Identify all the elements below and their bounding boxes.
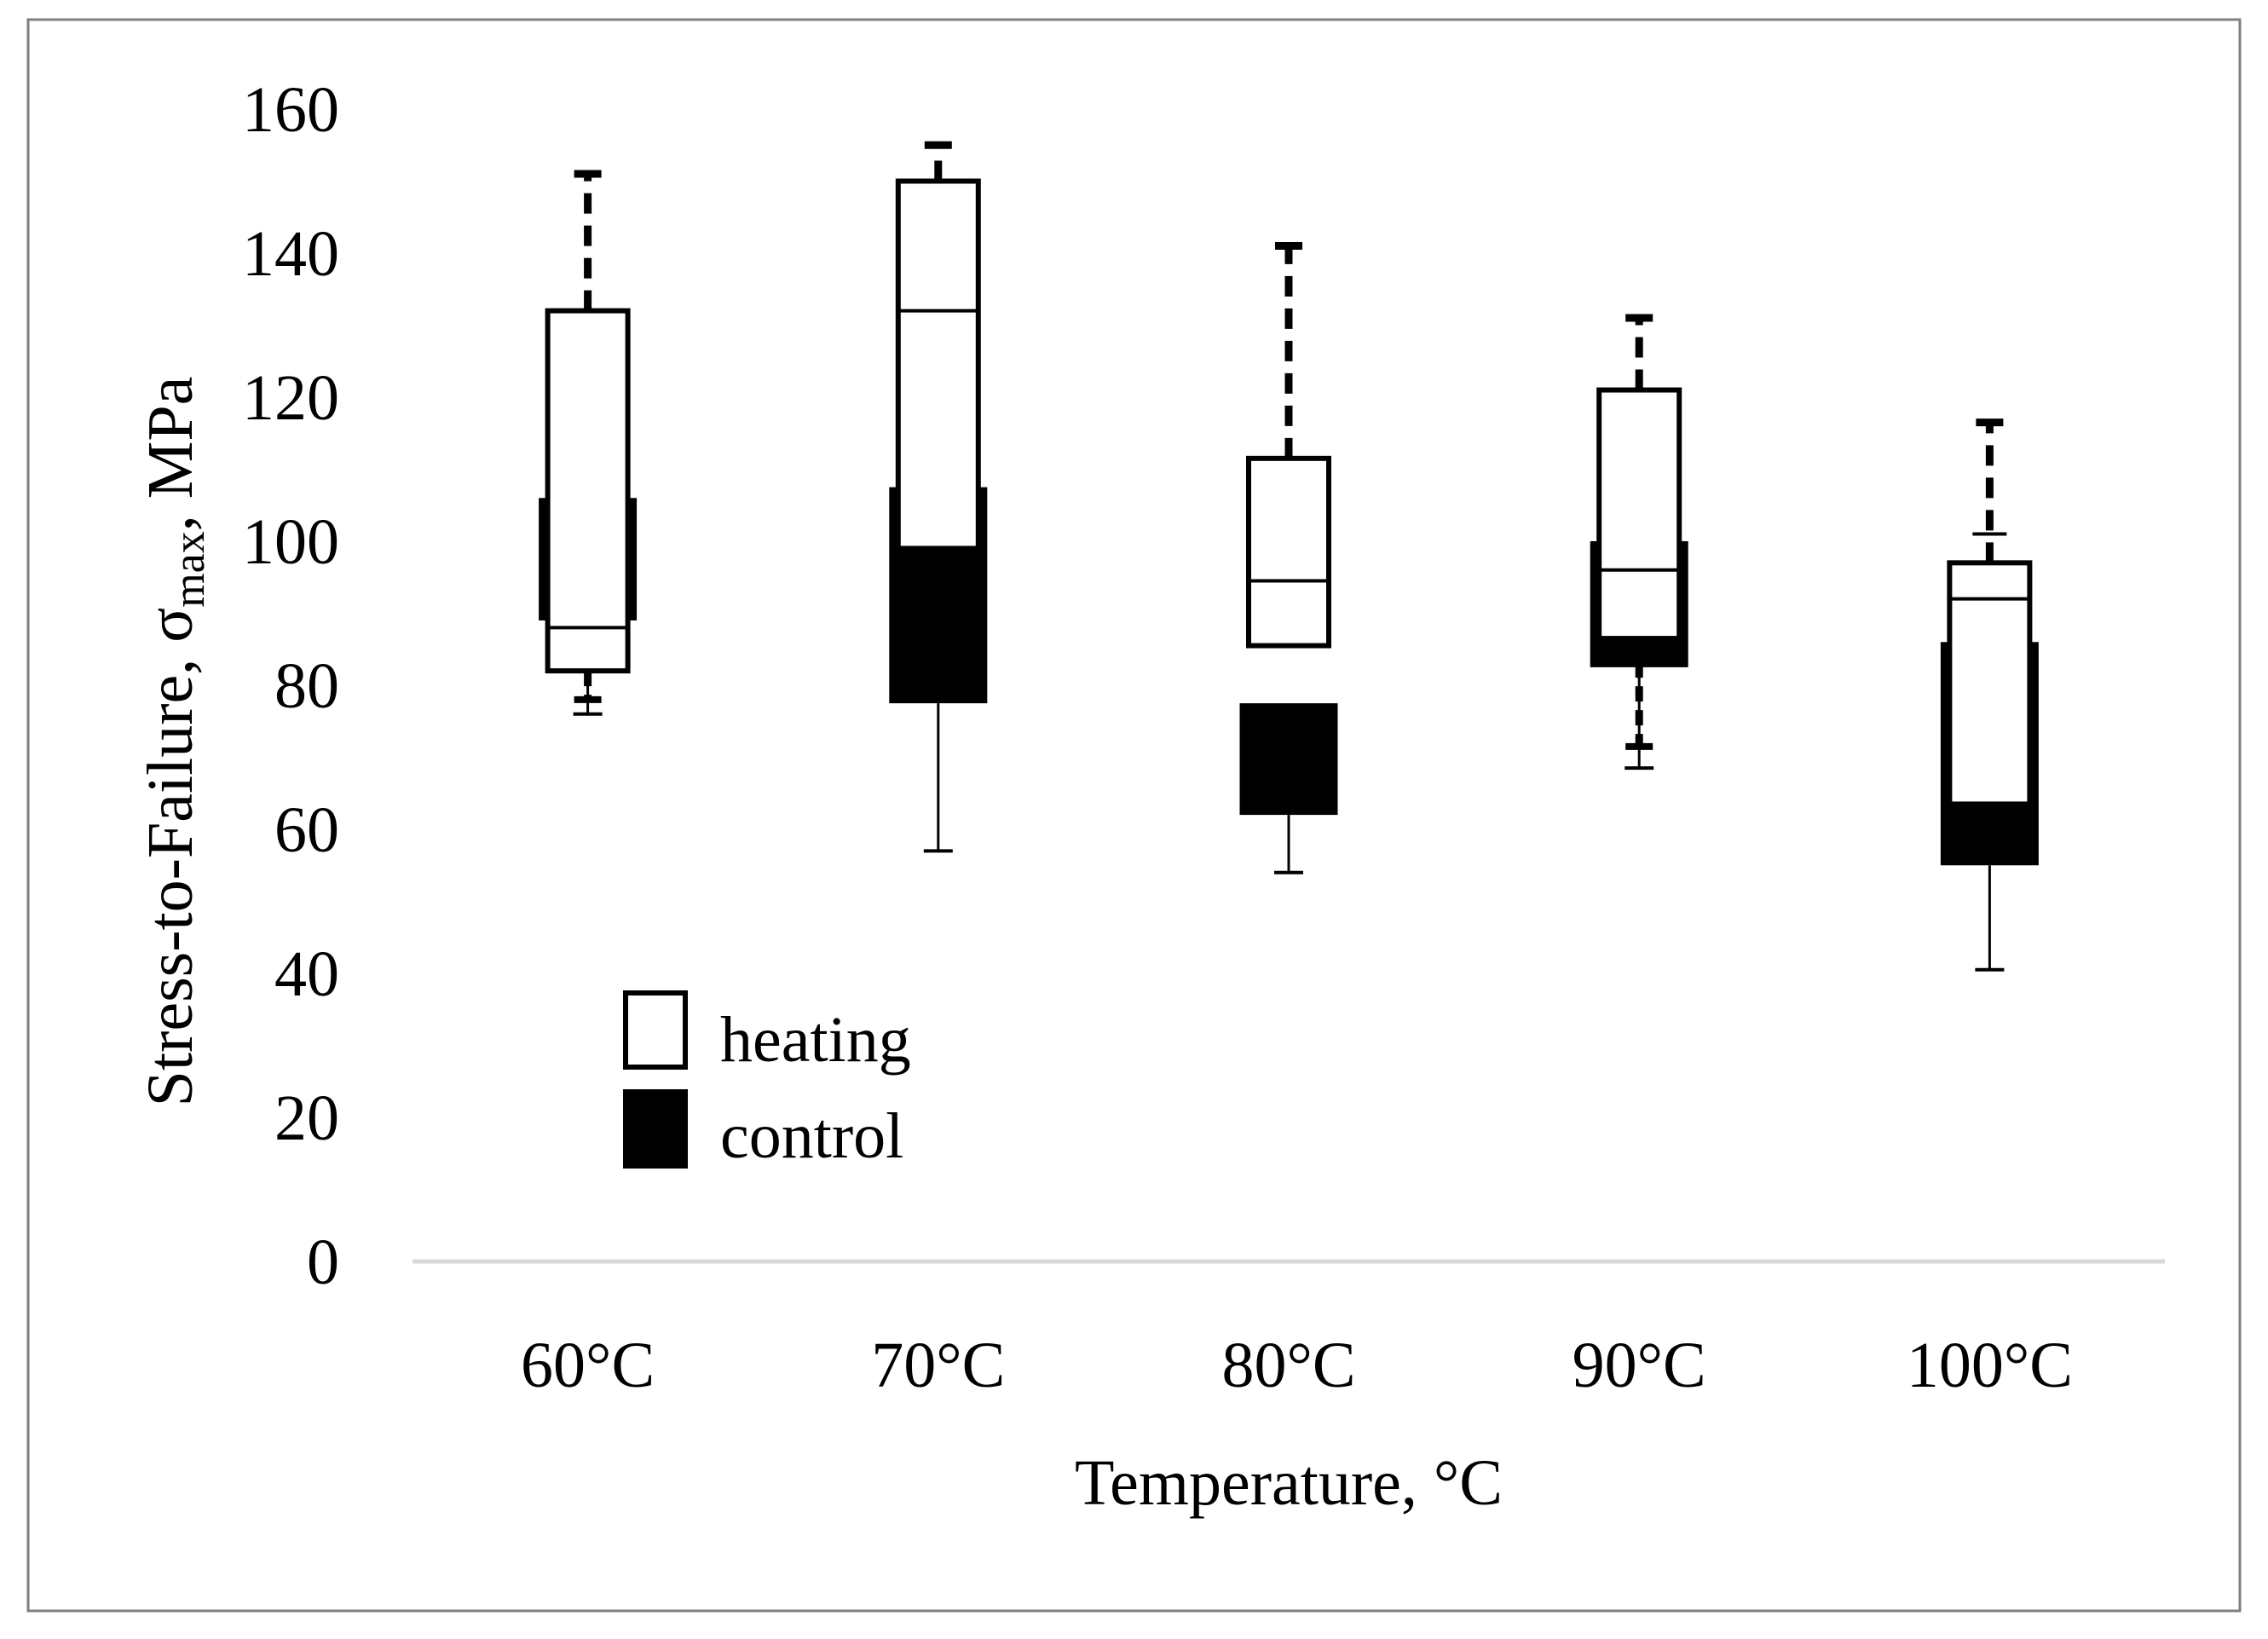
- y-axis-title: Stress-to-Failure, σmax, MPa: [135, 377, 214, 1107]
- chart-frame: [26, 18, 2242, 1613]
- y-tick-label: 140: [242, 218, 339, 290]
- legend-label-heating: heating: [720, 1004, 911, 1076]
- x-tick-label: 80°C: [1221, 1330, 1355, 1401]
- y-tick-label: 20: [274, 1082, 339, 1154]
- heating-box: [545, 308, 631, 674]
- heating-box: [1246, 455, 1331, 649]
- x-tick-label: 70°C: [871, 1330, 1005, 1401]
- y-tick-label: 120: [242, 362, 339, 434]
- y-axis-title-prefix: Stress-to-Failure, σ: [135, 608, 206, 1107]
- x-tick-label: 60°C: [521, 1330, 655, 1401]
- y-tick-label: 60: [274, 794, 339, 866]
- x-axis-title: Temperature, °C: [1075, 1447, 1503, 1519]
- plot-area: [539, 141, 2039, 972]
- heating-box: [895, 178, 981, 551]
- x-tick-label: 90°C: [1573, 1330, 1706, 1401]
- y-axis-title-suffix: , MPa: [135, 377, 206, 532]
- heating-box: [1596, 387, 1682, 642]
- y-axis-ticks: 0 20 40 60 80 100 120 140 160: [242, 74, 339, 1298]
- y-tick-label: 40: [274, 938, 339, 1010]
- y-tick-label: 100: [242, 506, 339, 578]
- y-axis-title-subscript: max: [165, 531, 214, 608]
- legend-label-control: control: [720, 1100, 903, 1172]
- y-tick-label: 0: [307, 1226, 339, 1298]
- control-box: [1239, 703, 1338, 816]
- heating-box: [1947, 560, 2033, 807]
- x-tick-label: 100°C: [1907, 1330, 2073, 1401]
- legend-swatch-control: [623, 1089, 688, 1169]
- legend: heating control: [623, 990, 911, 1172]
- y-tick-label: 80: [274, 650, 339, 722]
- legend-swatch-heating: [623, 990, 688, 1070]
- y-tick-label: 160: [242, 74, 339, 146]
- x-axis-ticks: 60°C 70°C 80°C 90°C 100°C: [521, 1330, 2073, 1401]
